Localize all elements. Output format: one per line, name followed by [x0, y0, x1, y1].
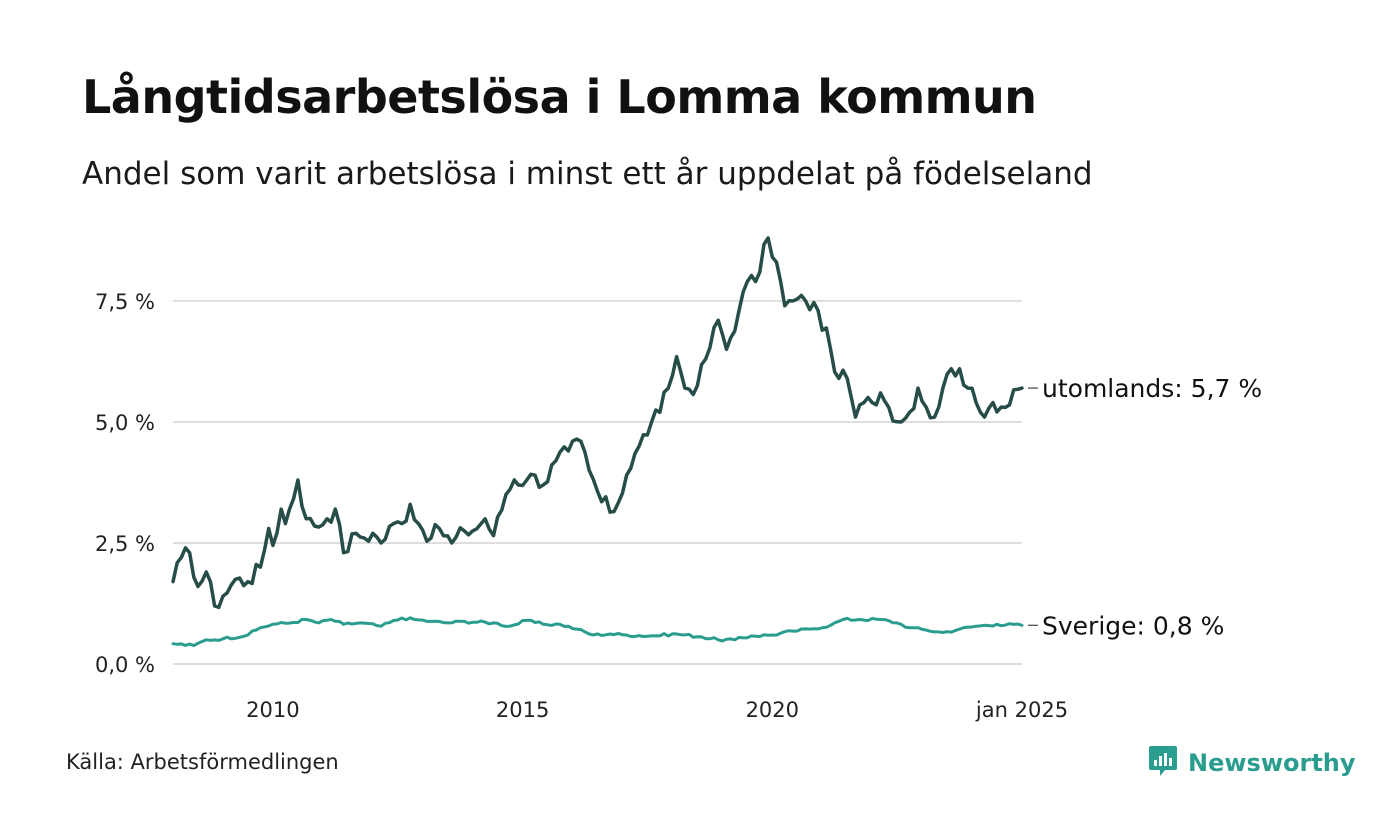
series-end-label: utomlands: 5,7 %	[1042, 374, 1262, 403]
y-axis: 0,0 % 2,5 % 5,0 % 7,5 %	[95, 290, 155, 677]
x-tick-label: 2010	[246, 698, 299, 722]
chart-title: Långtidsarbetslösa i Lomma kommun	[82, 70, 1037, 124]
gridlines	[173, 299, 1022, 665]
chart-subtitle: Andel som varit arbetslösa i minst ett å…	[82, 156, 1093, 192]
series-line-sverige	[171, 616, 1024, 648]
x-tick-label: jan 2025	[975, 698, 1068, 722]
brand-logo: Newsworthy	[1148, 744, 1356, 782]
series-line-utomlands	[171, 236, 1024, 610]
source-note: Källa: Arbetsförmedlingen	[66, 750, 339, 774]
newsworthy-logo-icon	[1148, 744, 1178, 782]
x-axis: 2010 2015 2020 jan 2025	[246, 698, 1068, 722]
series-end-labels: utomlands: 5,7 % Sverige: 0,8 %	[1028, 374, 1262, 640]
y-tick-label: 2,5 %	[95, 532, 155, 556]
y-tick-label: 7,5 %	[95, 290, 155, 314]
brand-name: Newsworthy	[1188, 749, 1356, 777]
series-end-label: Sverige: 0,8 %	[1042, 611, 1224, 640]
series-lines	[171, 236, 1024, 648]
y-tick-label: 0,0 %	[95, 653, 155, 677]
x-tick-label: 2020	[746, 698, 799, 722]
line-chart: 0,0 % 2,5 % 5,0 % 7,5 % 2010 2015 2020 jan 202…	[95, 236, 1262, 722]
y-tick-label: 5,0 %	[95, 411, 155, 435]
x-tick-label: 2015	[496, 698, 549, 722]
